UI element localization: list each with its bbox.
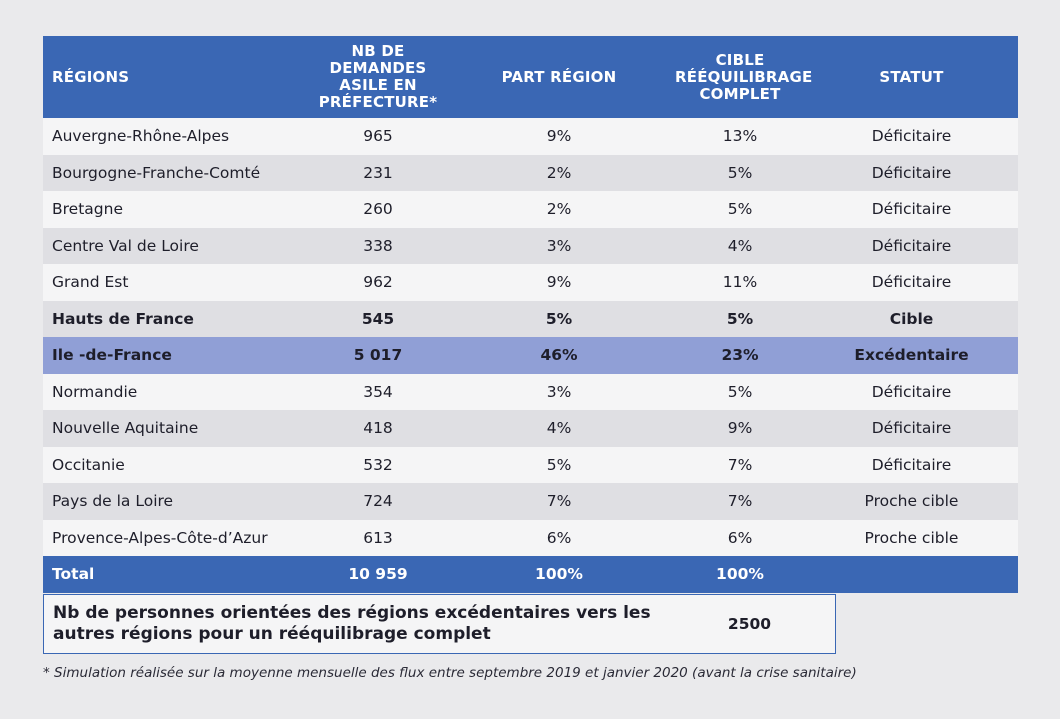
table-row: Normandie 354 3% 5% Déficitaire — [43, 373, 1018, 410]
table-row: Bretagne 260 2% 5% Déficitaire — [43, 191, 1018, 228]
cell-cible: 6% — [727, 528, 753, 547]
cell-statut: Déficitaire — [871, 163, 952, 182]
summary-label: Nb de personnes orientées des régions ex… — [53, 603, 651, 644]
cell-statut: Déficitaire — [871, 419, 952, 438]
cell-demandes: 724 — [363, 492, 393, 511]
table-row: Provence-Alpes-Côte-d’Azur 613 6% 6% Pro… — [43, 519, 1018, 556]
cell-cible: 5% — [727, 200, 753, 219]
cell-part: 6% — [546, 528, 572, 547]
summary-value: 2500 — [727, 615, 772, 633]
regions-table: RÉGIONS NB DE DEMANDES ASILE EN PRÉFECTU… — [43, 36, 1018, 593]
table-row: Grand Est 962 9% 11% Déficitaire — [43, 264, 1018, 301]
cell-statut: Excédentaire — [854, 346, 969, 365]
total-demandes: 10 959 — [348, 565, 408, 584]
summary-box: Nb de personnes orientées des régions ex… — [43, 594, 836, 654]
total-part: 100% — [535, 565, 583, 584]
cell-part: 5% — [546, 455, 572, 474]
header-demandes: NB DE DEMANDES ASILE EN PRÉFECTURE* — [318, 42, 438, 111]
table-row: Hauts de France 545 5% 5% Cible — [43, 300, 1018, 337]
cell-demandes: 962 — [363, 273, 393, 292]
cell-cible: 9% — [727, 419, 753, 438]
table-row: Centre Val de Loire 338 3% 4% Déficitair… — [43, 227, 1018, 264]
total-row: Total 10 959 100% 100% — [43, 556, 1018, 593]
cell-statut: Déficitaire — [871, 236, 952, 255]
cell-region: Centre Val de Loire — [52, 236, 199, 255]
cell-region: Provence-Alpes-Côte-d’Azur — [52, 528, 268, 547]
cell-region: Bourgogne-Franche-Comté — [52, 163, 261, 182]
cell-region: Nouvelle Aquitaine — [52, 419, 199, 438]
cell-statut: Proche cible — [864, 528, 959, 547]
cell-demandes: 965 — [363, 127, 393, 146]
cell-part: 46% — [540, 346, 578, 365]
cell-region: Occitanie — [52, 455, 125, 474]
cell-statut: Proche cible — [864, 492, 959, 511]
table-row: Auvergne-Rhône-Alpes 965 9% 13% Déficita… — [43, 118, 1018, 155]
cell-statut: Déficitaire — [871, 200, 952, 219]
header-cible: CIBLE RÉÉQUILIBRAGE COMPLET — [675, 50, 813, 103]
cell-part: 5% — [545, 309, 573, 328]
table-row-highlighted: Ile -de-France 5 017 46% 23% Excédentair… — [43, 337, 1018, 374]
cell-region: Ile -de-France — [52, 346, 172, 365]
table-row: Pays de la Loire 724 7% 7% Proche cible — [43, 483, 1018, 520]
cell-part: 9% — [546, 127, 572, 146]
cell-region: Pays de la Loire — [52, 492, 174, 511]
cell-demandes: 5 017 — [353, 346, 403, 365]
cell-region: Hauts de France — [52, 309, 194, 328]
cell-part: 4% — [546, 419, 572, 438]
cell-part: 7% — [546, 492, 572, 511]
table-row: Bourgogne-Franche-Comté 231 2% 5% Défici… — [43, 154, 1018, 191]
cell-part: 3% — [546, 382, 572, 401]
cell-statut: Déficitaire — [871, 455, 952, 474]
cell-region: Normandie — [52, 382, 138, 401]
total-label: Total — [52, 565, 95, 584]
cell-region: Grand Est — [52, 273, 129, 292]
cell-demandes: 532 — [363, 455, 393, 474]
cell-part: 9% — [546, 273, 572, 292]
cell-demandes: 418 — [363, 419, 393, 438]
cell-statut: Déficitaire — [871, 127, 952, 146]
cell-cible: 23% — [721, 346, 759, 365]
cell-demandes: 231 — [363, 163, 393, 182]
cell-demandes: 613 — [363, 528, 393, 547]
cell-demandes: 545 — [361, 309, 395, 328]
cell-statut: Déficitaire — [871, 273, 952, 292]
cell-statut: Cible — [889, 309, 934, 328]
footnote: * Simulation réalisée sur la moyenne men… — [43, 665, 857, 681]
cell-cible: 5% — [727, 382, 753, 401]
cell-demandes: 338 — [363, 236, 393, 255]
cell-demandes: 354 — [363, 382, 393, 401]
cell-region: Bretagne — [52, 200, 123, 219]
cell-part: 3% — [546, 236, 572, 255]
table-row: Occitanie 532 5% 7% Déficitaire — [43, 446, 1018, 483]
cell-demandes: 260 — [363, 200, 393, 219]
total-cible: 100% — [716, 565, 764, 584]
cell-cible: 7% — [727, 455, 753, 474]
cell-cible: 4% — [727, 236, 753, 255]
header-statut: STATUT — [879, 67, 944, 86]
cell-statut: Déficitaire — [871, 382, 952, 401]
header-part: PART RÉGION — [501, 67, 617, 86]
cell-part: 2% — [546, 200, 572, 219]
cell-cible: 7% — [727, 492, 753, 511]
cell-region: Auvergne-Rhône-Alpes — [52, 127, 230, 146]
cell-part: 2% — [546, 163, 572, 182]
table-row: Nouvelle Aquitaine 418 4% 9% Déficitaire — [43, 410, 1018, 447]
header-regions: RÉGIONS — [52, 67, 130, 86]
cell-cible: 5% — [726, 309, 754, 328]
cell-cible: 13% — [722, 127, 758, 146]
table-header: RÉGIONS NB DE DEMANDES ASILE EN PRÉFECTU… — [43, 36, 1018, 118]
cell-cible: 5% — [727, 163, 753, 182]
cell-cible: 11% — [722, 273, 758, 292]
